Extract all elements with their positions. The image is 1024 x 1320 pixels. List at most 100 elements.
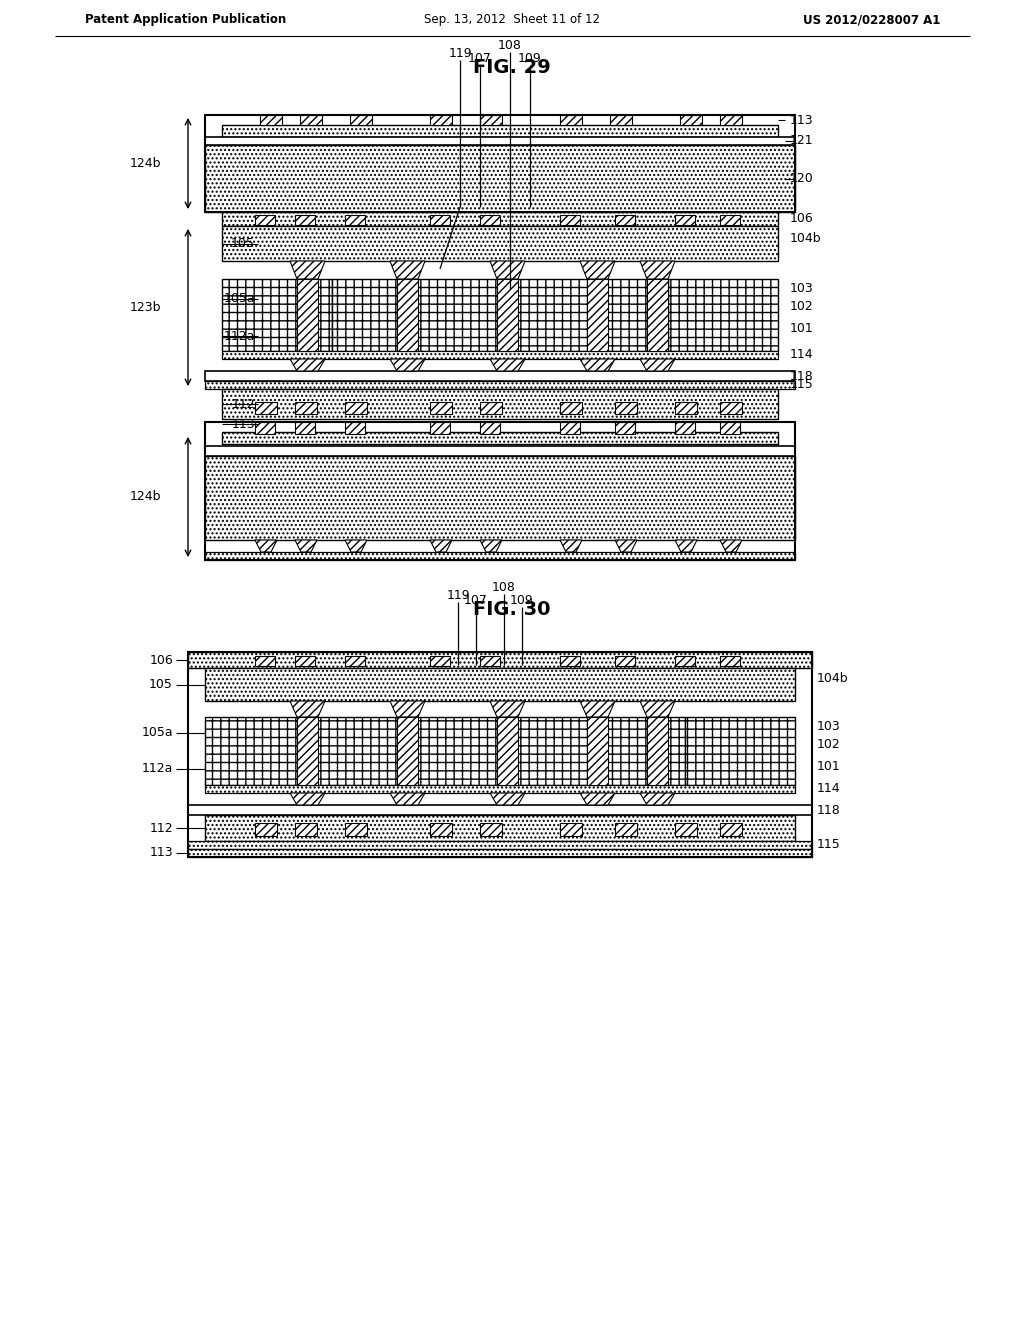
Bar [430,656,450,667]
Bar [680,115,702,125]
Bar [205,455,795,540]
Polygon shape [640,701,675,717]
Bar [345,215,365,224]
Text: 112: 112 [150,821,173,834]
Text: Patent Application Publication: Patent Application Publication [85,13,287,26]
Polygon shape [720,540,742,552]
Bar [222,279,332,351]
Bar [345,403,367,414]
Text: 112a: 112a [141,763,173,776]
Bar [222,226,778,261]
Text: 105: 105 [231,238,255,249]
Bar [345,422,365,434]
Bar [720,115,742,125]
Text: 113: 113 [150,846,173,859]
Polygon shape [580,793,615,805]
Bar [222,389,778,418]
Bar [430,215,450,224]
Bar [350,115,372,125]
Text: 103: 103 [790,282,814,296]
Bar [675,656,695,667]
Polygon shape [345,540,367,552]
Text: 102: 102 [790,301,814,314]
Polygon shape [290,701,325,717]
Text: 101: 101 [817,760,841,774]
Polygon shape [560,540,582,552]
Polygon shape [497,717,518,785]
Bar [188,652,812,668]
Text: 118: 118 [817,804,841,817]
Text: 107: 107 [468,51,492,65]
Polygon shape [640,261,675,279]
Text: 113: 113 [231,417,255,430]
Polygon shape [640,793,675,805]
Text: 109: 109 [518,51,542,65]
Bar [615,422,635,434]
Text: FIG. 30: FIG. 30 [473,601,551,619]
Bar [560,422,580,434]
Polygon shape [290,261,325,279]
Bar [560,822,582,836]
Text: 120: 120 [790,172,814,185]
Text: 119: 119 [449,48,472,59]
Bar [222,213,778,226]
Text: 115: 115 [817,838,841,851]
Bar [480,822,502,836]
Text: 102: 102 [817,738,841,751]
Text: 105a: 105a [223,293,255,305]
Polygon shape [490,793,525,805]
Text: 113: 113 [790,114,814,127]
Text: 106: 106 [790,213,814,226]
Bar [480,403,502,414]
Polygon shape [640,359,675,371]
Bar [255,403,278,414]
Bar [222,432,778,444]
Polygon shape [290,359,325,371]
Bar [205,668,795,701]
Bar [675,403,697,414]
Bar [480,215,500,224]
Bar [668,279,778,351]
Polygon shape [490,261,525,279]
Text: 106: 106 [150,653,173,667]
Polygon shape [255,540,278,552]
Text: 124b: 124b [130,491,162,503]
Bar [222,351,778,359]
Polygon shape [295,540,317,552]
Text: 104b: 104b [817,672,849,685]
Polygon shape [390,261,425,279]
Bar [255,422,275,434]
Bar [255,656,275,667]
Text: 118: 118 [790,370,814,383]
Bar [720,403,742,414]
Bar [222,125,778,137]
Bar [188,805,812,814]
Polygon shape [580,261,615,279]
Text: 114: 114 [790,348,814,362]
Polygon shape [490,701,525,717]
Bar [615,403,637,414]
Bar [255,822,278,836]
Bar [205,115,795,213]
Bar [295,215,315,224]
Text: 104b: 104b [790,231,821,244]
Bar [560,115,582,125]
Polygon shape [497,279,518,351]
Bar [480,422,500,434]
Text: 115: 115 [790,379,814,392]
Text: US 2012/0228007 A1: US 2012/0228007 A1 [803,13,940,26]
Bar [315,717,685,785]
Polygon shape [480,540,502,552]
Bar [480,656,500,667]
Bar [188,849,812,857]
Bar [560,215,580,224]
Bar [205,371,795,381]
Bar [720,656,740,667]
Bar [675,215,695,224]
Text: FIG. 29: FIG. 29 [473,58,551,77]
Bar [260,115,282,125]
Bar [295,422,315,434]
Bar [205,717,315,785]
Bar [205,552,795,560]
Text: 124b: 124b [130,157,162,170]
